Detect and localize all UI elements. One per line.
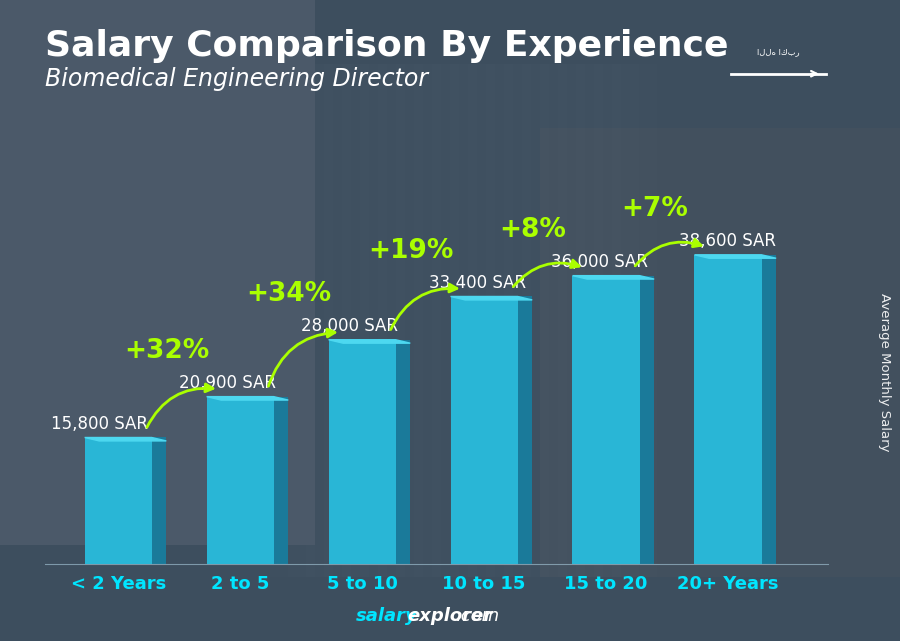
Polygon shape [640, 276, 654, 564]
Bar [207, 397, 274, 564]
FancyArrowPatch shape [268, 329, 335, 387]
Bar [288, 64, 333, 577]
Bar [324, 64, 369, 577]
Text: 20,900 SAR: 20,900 SAR [179, 374, 276, 392]
Text: 28,000 SAR: 28,000 SAR [302, 317, 399, 335]
Bar [572, 276, 640, 564]
Polygon shape [451, 296, 532, 300]
Text: Average Monthly Salary: Average Monthly Salary [878, 292, 890, 451]
Polygon shape [518, 296, 532, 564]
Polygon shape [274, 397, 288, 564]
Bar [328, 340, 396, 564]
Text: +19%: +19% [368, 238, 454, 264]
Text: الله اكبر: الله اكبر [757, 47, 800, 56]
Bar [540, 64, 585, 577]
Text: 36,000 SAR: 36,000 SAR [552, 253, 648, 271]
Polygon shape [761, 254, 776, 564]
Bar [522, 64, 567, 577]
Bar [342, 64, 387, 577]
Bar [576, 64, 621, 577]
Bar [396, 64, 441, 577]
Text: 38,600 SAR: 38,600 SAR [680, 232, 777, 250]
Bar [270, 64, 315, 577]
Polygon shape [396, 340, 410, 564]
Text: Salary Comparison By Experience: Salary Comparison By Experience [45, 29, 728, 63]
Polygon shape [328, 340, 410, 343]
Text: Biomedical Engineering Director: Biomedical Engineering Director [45, 67, 428, 91]
Text: +32%: +32% [124, 338, 210, 364]
Polygon shape [152, 437, 166, 564]
Polygon shape [85, 437, 166, 441]
Text: +7%: +7% [621, 196, 688, 222]
Bar [558, 64, 603, 577]
Text: explorer: explorer [408, 607, 493, 625]
Polygon shape [695, 254, 776, 258]
Bar [540, 128, 900, 577]
Text: 15,800 SAR: 15,800 SAR [51, 415, 149, 433]
Bar [594, 64, 639, 577]
Polygon shape [207, 397, 288, 400]
Bar [85, 437, 152, 564]
FancyArrowPatch shape [513, 260, 579, 287]
Text: .com: .com [456, 607, 500, 625]
FancyArrowPatch shape [635, 239, 701, 266]
Polygon shape [572, 276, 654, 279]
Bar [451, 296, 518, 564]
FancyArrowPatch shape [147, 384, 213, 428]
Bar [695, 254, 761, 564]
Bar [432, 64, 477, 577]
FancyArrowPatch shape [391, 284, 457, 329]
Bar [450, 64, 495, 577]
Bar [468, 64, 513, 577]
Bar [414, 64, 459, 577]
Text: salary: salary [356, 607, 418, 625]
Text: +8%: +8% [500, 217, 566, 243]
Bar [360, 64, 405, 577]
Bar [306, 64, 351, 577]
Bar [612, 64, 657, 577]
Bar [378, 64, 423, 577]
Bar [486, 64, 531, 577]
Bar [0, 0, 315, 545]
Text: +34%: +34% [247, 281, 331, 307]
Bar [504, 64, 549, 577]
Text: 33,400 SAR: 33,400 SAR [429, 274, 526, 292]
